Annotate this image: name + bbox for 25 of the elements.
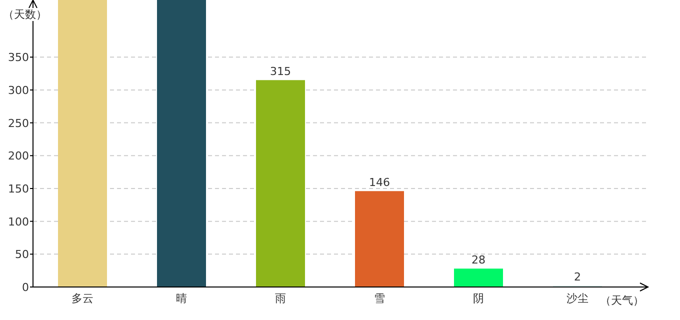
- y-axis-title: （天数）: [3, 8, 47, 21]
- y-tick-label: 350: [8, 51, 29, 64]
- bar: [355, 191, 404, 287]
- data-label: 28: [472, 254, 486, 267]
- y-tick-label: 300: [8, 84, 29, 97]
- x-axis-title: （天气）: [600, 294, 644, 307]
- y-tick-label: 150: [8, 182, 29, 196]
- data-label: 315: [270, 65, 291, 78]
- x-tick-label: 雪: [374, 292, 385, 305]
- bar: [256, 80, 305, 287]
- y-tick-label: 100: [8, 215, 29, 228]
- bar: [58, 0, 107, 287]
- y-tick-label: 50: [15, 248, 29, 262]
- data-label: 2: [574, 270, 581, 284]
- x-tick-label: 雨: [275, 292, 286, 305]
- y-tick-label: 0: [22, 281, 29, 294]
- bar: [157, 0, 206, 287]
- x-tick-label: 多云: [72, 292, 94, 305]
- y-tick-label: 200: [8, 150, 29, 163]
- x-tick-label: 阴: [473, 292, 484, 305]
- data-label: 146: [369, 176, 390, 190]
- x-tick-label: 沙尘: [566, 292, 588, 305]
- y-tick-label: 250: [8, 116, 29, 130]
- x-tick-label: 晴: [176, 292, 187, 305]
- bar: [454, 268, 503, 287]
